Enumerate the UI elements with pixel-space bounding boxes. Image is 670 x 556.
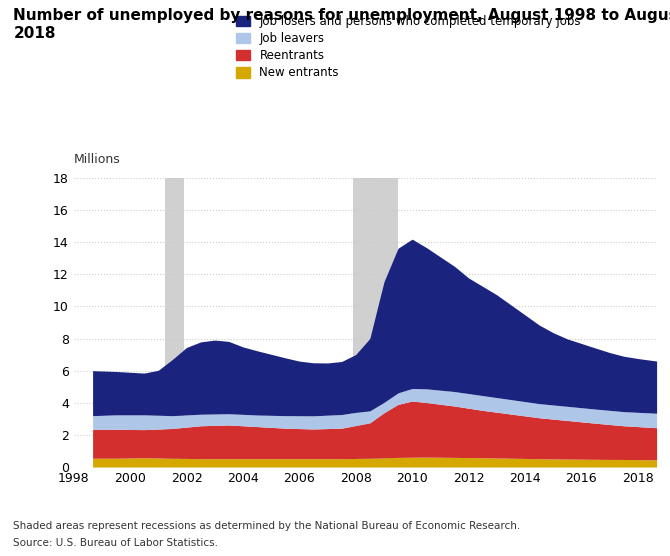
Bar: [354, 178, 398, 467]
Legend: Job losers and persons who completed temporary jobs, Job leavers, Reentrants, Ne: Job losers and persons who completed tem…: [231, 10, 586, 84]
Bar: [165, 178, 184, 467]
Text: Millions: Millions: [74, 153, 121, 166]
Text: Number of unemployed by reasons for unemployment, August 1998 to August
2018: Number of unemployed by reasons for unem…: [13, 8, 670, 41]
Text: Source: U.S. Bureau of Labor Statistics.: Source: U.S. Bureau of Labor Statistics.: [13, 538, 218, 548]
Text: Shaded areas represent recessions as determined by the National Bureau of Econom: Shaded areas represent recessions as det…: [13, 521, 521, 531]
